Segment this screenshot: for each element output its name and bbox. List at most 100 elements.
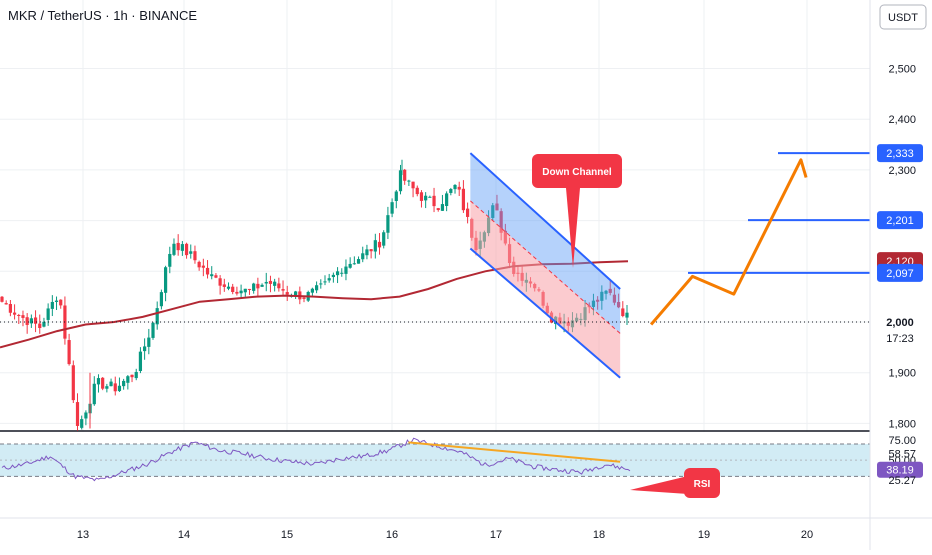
candle-body xyxy=(390,202,394,214)
candle-body xyxy=(264,281,268,284)
candle-body xyxy=(608,288,612,293)
candle-body xyxy=(239,290,243,294)
candle-body xyxy=(348,263,352,268)
rsi-trendline xyxy=(408,441,621,463)
candle-body xyxy=(231,286,235,292)
candle-body xyxy=(617,302,621,308)
price-tick-label: 1,800 xyxy=(888,418,916,430)
rsi-callout-box xyxy=(684,468,720,498)
price-label-box xyxy=(877,263,923,282)
candle-body xyxy=(411,181,415,189)
candle-body xyxy=(252,283,256,291)
candle-body xyxy=(193,251,197,261)
candle-body xyxy=(407,180,411,182)
candle-body xyxy=(226,286,231,289)
candle-body xyxy=(122,380,126,387)
candle-body xyxy=(369,249,373,252)
price-tick-label: 2,500 xyxy=(888,64,916,76)
callout-label: Down Channel xyxy=(542,167,612,178)
candle-body xyxy=(403,169,407,181)
price-label-text: 2,333 xyxy=(886,148,914,160)
candle-body xyxy=(130,374,134,378)
candle-body xyxy=(109,381,113,387)
channel-lower-line xyxy=(469,247,621,379)
candle-body xyxy=(155,308,159,325)
candle-body xyxy=(33,317,38,324)
candle-body xyxy=(268,280,273,284)
candle-body xyxy=(38,323,42,328)
candle-body xyxy=(424,195,428,201)
price-tick-label: 2,300 xyxy=(888,165,916,177)
channel-upper-fill xyxy=(470,153,621,334)
candle-body xyxy=(445,193,449,207)
candle-body xyxy=(394,191,398,201)
candle-body xyxy=(134,371,138,379)
candle-body xyxy=(495,203,499,211)
candle-body xyxy=(419,192,424,201)
candle-body xyxy=(457,186,461,190)
candle-body xyxy=(218,278,222,286)
time-tick-label: 16 xyxy=(386,529,398,541)
candle-body xyxy=(180,244,184,251)
candle-body xyxy=(101,377,105,389)
candle-body xyxy=(172,243,176,255)
callout-box xyxy=(532,154,622,188)
price-tick-label: 2,400 xyxy=(888,114,916,126)
down-channel-callout: Down Channel xyxy=(532,154,622,268)
candle-body xyxy=(84,412,88,419)
price-tick-label: 1,900 xyxy=(888,368,916,380)
candle-body xyxy=(159,292,163,307)
candle-body xyxy=(12,312,17,315)
candle-body xyxy=(600,291,604,301)
candle-body xyxy=(138,351,143,372)
rsi-callout-pointer xyxy=(630,476,688,494)
candle-body xyxy=(382,232,386,246)
candle-body xyxy=(113,383,117,392)
candle-body xyxy=(8,304,12,313)
candle-body xyxy=(46,308,50,320)
candle-body xyxy=(440,204,445,211)
candle-body xyxy=(277,283,281,289)
candle-body xyxy=(302,297,306,299)
candle-body xyxy=(340,272,344,274)
candle-body xyxy=(92,383,96,405)
candle-body xyxy=(117,385,122,392)
candle-body xyxy=(323,281,327,283)
rsi-value-box xyxy=(877,461,923,478)
candle-body xyxy=(29,318,33,324)
candle-body xyxy=(361,253,365,260)
candle-body xyxy=(398,170,403,192)
last-price-value: 2,000 xyxy=(886,317,914,329)
price-label-box xyxy=(877,211,923,230)
candle-body xyxy=(42,321,46,327)
candle-body xyxy=(314,285,319,291)
candle-body xyxy=(184,243,189,256)
candle-body xyxy=(596,299,600,302)
price-label-text: 2,201 xyxy=(886,215,914,227)
rsi-value-label: 38.19 xyxy=(886,465,914,477)
time-tick-label: 17 xyxy=(490,529,502,541)
candle-body xyxy=(222,284,226,287)
candle-body xyxy=(273,281,277,286)
candle-body xyxy=(432,195,436,207)
channel-lower-fill xyxy=(470,200,621,378)
currency-box xyxy=(879,4,927,30)
time-tick-label: 18 xyxy=(593,529,605,541)
price-label-box xyxy=(877,144,923,163)
candle-body xyxy=(436,208,440,211)
candle-body xyxy=(373,240,377,252)
candle-body xyxy=(260,284,264,287)
candle-body xyxy=(105,386,109,389)
candle-body xyxy=(331,274,335,278)
candle-body xyxy=(176,242,180,251)
candle-body xyxy=(50,301,54,309)
rsi-tick-label: 25.27 xyxy=(888,475,916,487)
price-label-text: 2,097 xyxy=(886,268,914,280)
candle-body xyxy=(449,189,453,193)
candle-body xyxy=(377,241,382,248)
candle-body xyxy=(461,188,466,211)
channel-upper-line xyxy=(469,152,621,290)
time-tick-label: 14 xyxy=(178,529,190,541)
